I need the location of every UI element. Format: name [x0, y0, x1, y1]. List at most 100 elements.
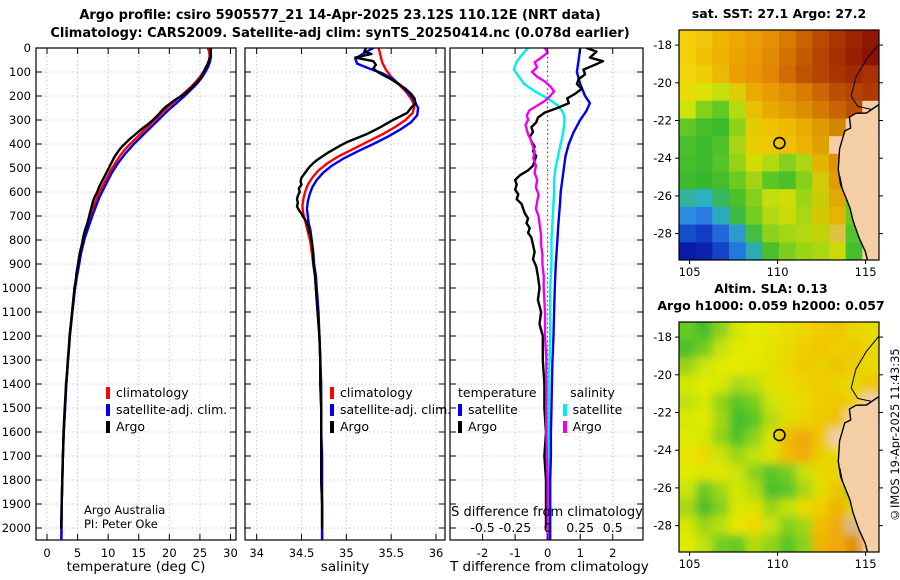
latitude-tick-label: -20 — [653, 368, 672, 382]
map-cell — [729, 410, 747, 429]
map-cell — [712, 118, 730, 137]
figure-title: Argo profile: csiro 5905577_21 14-Apr-20… — [79, 8, 601, 23]
map-cell — [745, 445, 763, 465]
map-cell — [712, 242, 730, 260]
map-cell — [729, 242, 747, 260]
map-cell — [779, 375, 797, 394]
map-cell — [762, 171, 780, 190]
map-cell — [795, 481, 813, 500]
legend-marker — [562, 420, 567, 433]
map-cell — [712, 189, 730, 208]
map-cell — [862, 83, 879, 102]
map-cell — [812, 322, 830, 341]
difference-legend: temperature satellite Argo salinity satellit… — [458, 384, 622, 435]
map-cell — [812, 463, 830, 482]
series-argo — [59, 48, 213, 530]
series-satellite-t-diff — [549, 48, 592, 540]
map-cell — [679, 375, 697, 394]
map-cell — [729, 206, 747, 226]
map-cell — [779, 189, 797, 208]
map-cell — [745, 339, 763, 358]
map-cell — [712, 410, 730, 429]
map-cell — [795, 428, 813, 447]
map-cell — [695, 136, 713, 155]
map-cell — [762, 375, 780, 394]
s-axis-tick-label: 0.5 — [603, 520, 623, 535]
map-cell — [712, 100, 730, 120]
latitude-tick-label: -22 — [653, 113, 672, 127]
map-cell — [779, 392, 797, 412]
map-cell — [729, 100, 747, 120]
map-cell — [712, 392, 730, 412]
map-cell — [779, 339, 797, 358]
depth-tick-label: 700 — [9, 209, 31, 223]
map-cell — [762, 463, 780, 482]
map-cell — [795, 339, 813, 358]
map-cell — [695, 516, 713, 535]
map-cell — [712, 516, 730, 535]
map-cell — [679, 65, 697, 84]
map-cell — [779, 83, 797, 102]
sla-map: 105 110 115 -18 -20 -22 -24 -26 -28 — [653, 321, 883, 571]
x-tick-label: -1 — [509, 546, 520, 560]
series-argo-s-diff — [524, 48, 556, 540]
figure-subtitle: Climatology: CARS2009. Satellite-adj cli… — [50, 26, 630, 41]
map-cell — [762, 47, 780, 66]
map-cell — [812, 357, 830, 376]
map-cell — [812, 481, 830, 500]
longitude-tick-label: 105 — [679, 557, 701, 571]
map-cell — [679, 189, 697, 208]
map-cell — [862, 339, 879, 358]
map-cell — [745, 189, 763, 208]
map-cell — [745, 30, 763, 49]
depth-tick-label: 400 — [9, 137, 31, 151]
pi-note: PI: Peter Oke — [84, 517, 158, 531]
map-cell — [779, 445, 797, 465]
map-cell — [762, 206, 780, 226]
profile-location-marker — [773, 136, 786, 150]
map-cell — [695, 481, 713, 500]
map-cell — [695, 171, 713, 190]
map-cell — [745, 357, 763, 376]
depth-tick-label: 200 — [9, 89, 31, 103]
map-cell — [779, 100, 797, 120]
temperature-axis-label: temperature (deg C) — [66, 559, 206, 575]
legend-label: satellite-adj. clim. — [340, 402, 452, 417]
map-cell — [795, 534, 813, 552]
map-cell — [695, 189, 713, 208]
map-cell — [812, 516, 830, 535]
map-cell — [762, 516, 780, 535]
map-cell — [745, 516, 763, 535]
salinity-axis-label: salinity — [320, 559, 370, 575]
map-cell — [729, 445, 747, 465]
latitude-tick-label: -22 — [653, 405, 672, 419]
map-cell — [712, 339, 730, 358]
map-cell — [695, 322, 713, 341]
map-cell — [679, 392, 697, 412]
map-cell — [712, 171, 730, 190]
map-cell — [829, 118, 847, 137]
map-cell — [779, 171, 797, 190]
map-cell — [695, 153, 713, 173]
map-cell — [795, 153, 813, 173]
map-cell — [762, 30, 780, 49]
map-cell — [845, 65, 863, 84]
island-contour — [838, 467, 843, 481]
map-cell — [795, 375, 813, 394]
map-cell — [779, 481, 797, 500]
depth-tick-label: 0 — [24, 41, 31, 55]
map-cell — [829, 242, 847, 260]
series-climatology — [301, 48, 416, 540]
x-tick-label: -2 — [477, 546, 488, 560]
map-cell — [812, 224, 830, 243]
longitude-tick-label: 115 — [855, 557, 877, 571]
legend-label: satellite — [572, 402, 623, 417]
map-cell — [712, 224, 730, 243]
s-difference-axis-label: S difference from climatology — [451, 505, 643, 520]
map-cell — [679, 136, 697, 155]
map-cell — [679, 224, 697, 243]
map-cell — [829, 47, 847, 66]
panel-frame — [244, 47, 446, 541]
map-cell — [745, 65, 763, 84]
map-cell — [695, 242, 713, 260]
